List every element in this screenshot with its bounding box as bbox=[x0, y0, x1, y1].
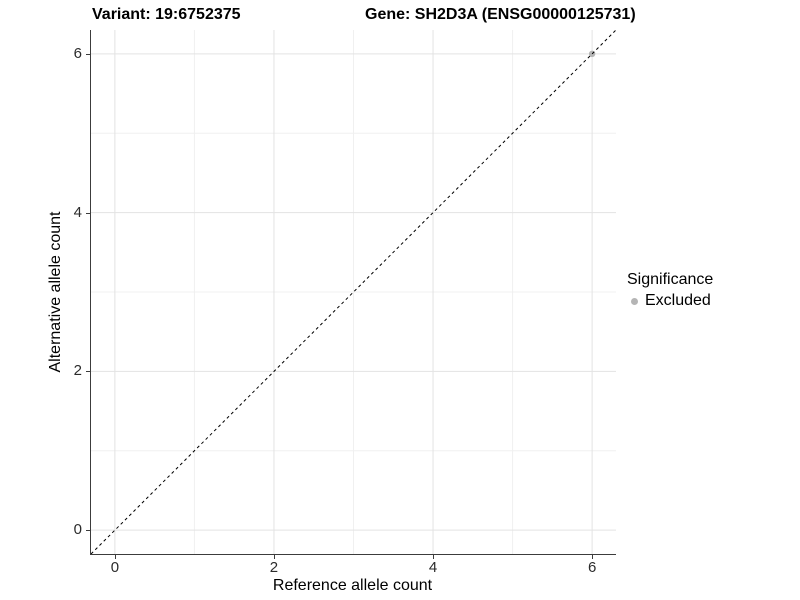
gene-title: Gene: SH2D3A (ENSG00000125731) bbox=[365, 6, 636, 23]
x-tick-mark bbox=[433, 555, 435, 559]
y-axis-title: Alternative allele count bbox=[47, 211, 64, 373]
legend-title: Significance bbox=[627, 271, 714, 288]
x-tick-label: 6 bbox=[587, 559, 597, 576]
variant-title: Variant: 19:6752375 bbox=[92, 6, 241, 23]
y-tick-label: 2 bbox=[73, 362, 82, 380]
y-tick-label: 6 bbox=[73, 44, 82, 62]
x-tick-mark bbox=[592, 555, 594, 559]
legend: Significance Excluded bbox=[627, 271, 713, 310]
legend-item-excluded: Excluded bbox=[627, 292, 713, 310]
x-tick-mark bbox=[114, 555, 116, 559]
excluded-point-icon bbox=[631, 297, 638, 305]
legend-item-label: Excluded bbox=[645, 292, 711, 309]
x-tick-mark bbox=[273, 555, 275, 559]
x-tick-label: 0 bbox=[110, 559, 120, 576]
plot-area bbox=[90, 30, 616, 555]
y-tick-label: 4 bbox=[73, 203, 82, 221]
scatter-plot-canvas bbox=[91, 30, 616, 554]
y-tick-label: 0 bbox=[73, 521, 82, 539]
identity-line bbox=[91, 30, 616, 554]
y-tick-mark bbox=[86, 212, 90, 214]
x-tick-label: 4 bbox=[428, 559, 438, 576]
x-tick-label: 2 bbox=[269, 559, 279, 576]
x-axis-title: Reference allele count bbox=[272, 577, 433, 594]
y-tick-mark bbox=[86, 371, 90, 373]
y-tick-mark bbox=[86, 530, 90, 532]
y-tick-mark bbox=[86, 53, 90, 55]
